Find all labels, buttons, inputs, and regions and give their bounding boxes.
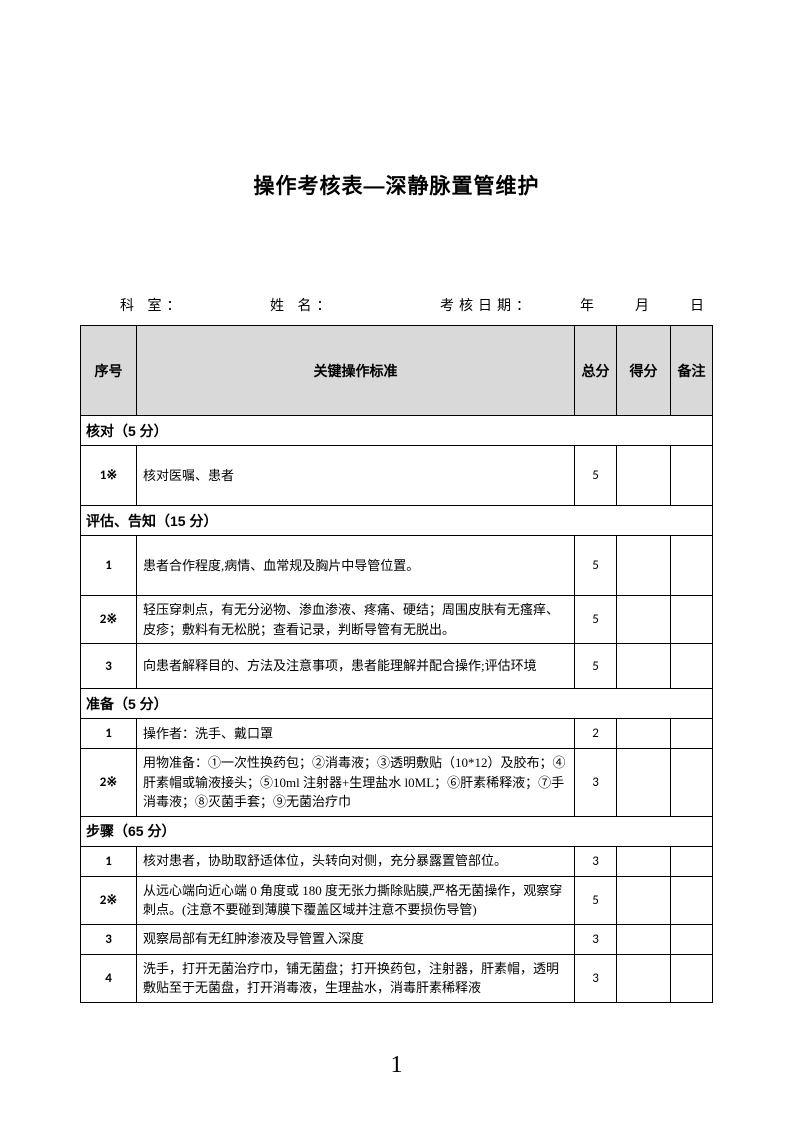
score-cell bbox=[617, 924, 671, 954]
header-score: 得分 bbox=[617, 326, 671, 416]
note-cell bbox=[671, 446, 713, 506]
field-department-label: 科 室： bbox=[120, 295, 270, 315]
criteria-cell: 患者合作程度,病情、血常规及胸片中导管位置。 bbox=[137, 536, 575, 596]
field-name-label: 姓 名： bbox=[270, 295, 440, 315]
score-cell bbox=[617, 536, 671, 596]
total-score-cell: 5 bbox=[575, 876, 617, 924]
note-cell bbox=[671, 536, 713, 596]
section-header-row: 评估、告知（15 分） bbox=[81, 506, 713, 536]
section-title: 评估、告知（15 分） bbox=[81, 506, 713, 536]
header-seq: 序号 bbox=[81, 326, 137, 416]
criteria-cell: 向患者解释目的、方法及注意事项，患者能理解并配合操作;评估环境 bbox=[137, 644, 575, 689]
criteria-cell: 核对患者，协助取舒适体位，头转向对侧，充分暴露置管部位。 bbox=[137, 846, 575, 876]
total-score-cell: 5 bbox=[575, 644, 617, 689]
field-year-label: 年 bbox=[580, 295, 635, 315]
seq-cell: 4 bbox=[81, 954, 137, 1002]
table-row: 1核对患者，协助取舒适体位，头转向对侧，充分暴露置管部位。3 bbox=[81, 846, 713, 876]
score-cell bbox=[617, 719, 671, 749]
criteria-cell: 核对医嘱、患者 bbox=[137, 446, 575, 506]
note-cell bbox=[671, 596, 713, 644]
seq-cell: 2※ bbox=[81, 876, 137, 924]
table-row: 1※核对医嘱、患者5 bbox=[81, 446, 713, 506]
header-note: 备注 bbox=[671, 326, 713, 416]
criteria-cell: 轻压穿刺点，有无分泌物、渗血渗液、疼痛、硬结；周围皮肤有无瘙痒、皮疹；敷料有无松… bbox=[137, 596, 575, 644]
criteria-cell: 观察局部有无红肿渗液及导管置入深度 bbox=[137, 924, 575, 954]
section-header-row: 核对（5 分） bbox=[81, 416, 713, 446]
section-header-row: 步骤（65 分） bbox=[81, 816, 713, 846]
score-cell bbox=[617, 954, 671, 1002]
total-score-cell: 3 bbox=[575, 954, 617, 1002]
table-row: 4洗手，打开无菌治疗巾，铺无菌盘；打开换药包，注射器，肝素帽，透明敷贴至于无菌盘… bbox=[81, 954, 713, 1002]
note-cell bbox=[671, 924, 713, 954]
total-score-cell: 5 bbox=[575, 446, 617, 506]
criteria-cell: 洗手，打开无菌治疗巾，铺无菌盘；打开换药包，注射器，肝素帽，透明敷贴至于无菌盘，… bbox=[137, 954, 575, 1002]
score-cell bbox=[617, 596, 671, 644]
section-title: 核对（5 分） bbox=[81, 416, 713, 446]
table-row: 3向患者解释目的、方法及注意事项，患者能理解并配合操作;评估环境5 bbox=[81, 644, 713, 689]
note-cell bbox=[671, 954, 713, 1002]
seq-cell: 1 bbox=[81, 719, 137, 749]
assessment-table: 序号 关键操作标准 总分 得分 备注 核对（5 分）1※核对医嘱、患者5评估、告… bbox=[80, 325, 713, 1003]
seq-cell: 2※ bbox=[81, 596, 137, 644]
criteria-cell: 从远心端向近心端 0 角度或 180 度无张力撕除贴膜,严格无菌操作，观察穿刺点… bbox=[137, 876, 575, 924]
document-title: 操作考核表—深静脉置管维护 bbox=[80, 0, 713, 200]
score-cell bbox=[617, 876, 671, 924]
total-score-cell: 3 bbox=[575, 924, 617, 954]
seq-cell: 2※ bbox=[81, 749, 137, 817]
score-cell bbox=[617, 749, 671, 817]
table-row: 1操作者：洗手、戴口罩2 bbox=[81, 719, 713, 749]
total-score-cell: 5 bbox=[575, 596, 617, 644]
note-cell bbox=[671, 876, 713, 924]
field-exam-date-label: 考核日期： bbox=[440, 295, 580, 315]
page-number: 1 bbox=[0, 1052, 793, 1079]
seq-cell: 1 bbox=[81, 846, 137, 876]
seq-cell: 3 bbox=[81, 644, 137, 689]
seq-cell: 3 bbox=[81, 924, 137, 954]
total-score-cell: 3 bbox=[575, 846, 617, 876]
note-cell bbox=[671, 719, 713, 749]
total-score-cell: 5 bbox=[575, 536, 617, 596]
note-cell bbox=[671, 749, 713, 817]
field-day-label: 日 bbox=[690, 295, 709, 315]
section-title: 步骤（65 分） bbox=[81, 816, 713, 846]
criteria-cell: 操作者：洗手、戴口罩 bbox=[137, 719, 575, 749]
table-row: 3观察局部有无红肿渗液及导管置入深度3 bbox=[81, 924, 713, 954]
table-row: 2※轻压穿刺点，有无分泌物、渗血渗液、疼痛、硬结；周围皮肤有无瘙痒、皮疹；敷料有… bbox=[81, 596, 713, 644]
table-row: 2※用物准备：①一次性换药包；②消毒液；③透明敷贴（10*12）及胶布；④肝素帽… bbox=[81, 749, 713, 817]
score-cell bbox=[617, 846, 671, 876]
header-criteria: 关键操作标准 bbox=[137, 326, 575, 416]
form-fields-row: 科 室： 姓 名： 考核日期： 年 月 日 bbox=[80, 295, 713, 315]
table-row: 2※从远心端向近心端 0 角度或 180 度无张力撕除贴膜,严格无菌操作，观察穿… bbox=[81, 876, 713, 924]
header-total: 总分 bbox=[575, 326, 617, 416]
criteria-cell: 用物准备：①一次性换药包；②消毒液；③透明敷贴（10*12）及胶布；④肝素帽或输… bbox=[137, 749, 575, 817]
table-row: 1患者合作程度,病情、血常规及胸片中导管位置。5 bbox=[81, 536, 713, 596]
note-cell bbox=[671, 846, 713, 876]
field-month-label: 月 bbox=[635, 295, 690, 315]
section-header-row: 准备（5 分） bbox=[81, 689, 713, 719]
score-cell bbox=[617, 644, 671, 689]
seq-cell: 1 bbox=[81, 536, 137, 596]
seq-cell: 1※ bbox=[81, 446, 137, 506]
score-cell bbox=[617, 446, 671, 506]
total-score-cell: 2 bbox=[575, 719, 617, 749]
total-score-cell: 3 bbox=[575, 749, 617, 817]
section-title: 准备（5 分） bbox=[81, 689, 713, 719]
note-cell bbox=[671, 644, 713, 689]
table-header-row: 序号 关键操作标准 总分 得分 备注 bbox=[81, 326, 713, 416]
